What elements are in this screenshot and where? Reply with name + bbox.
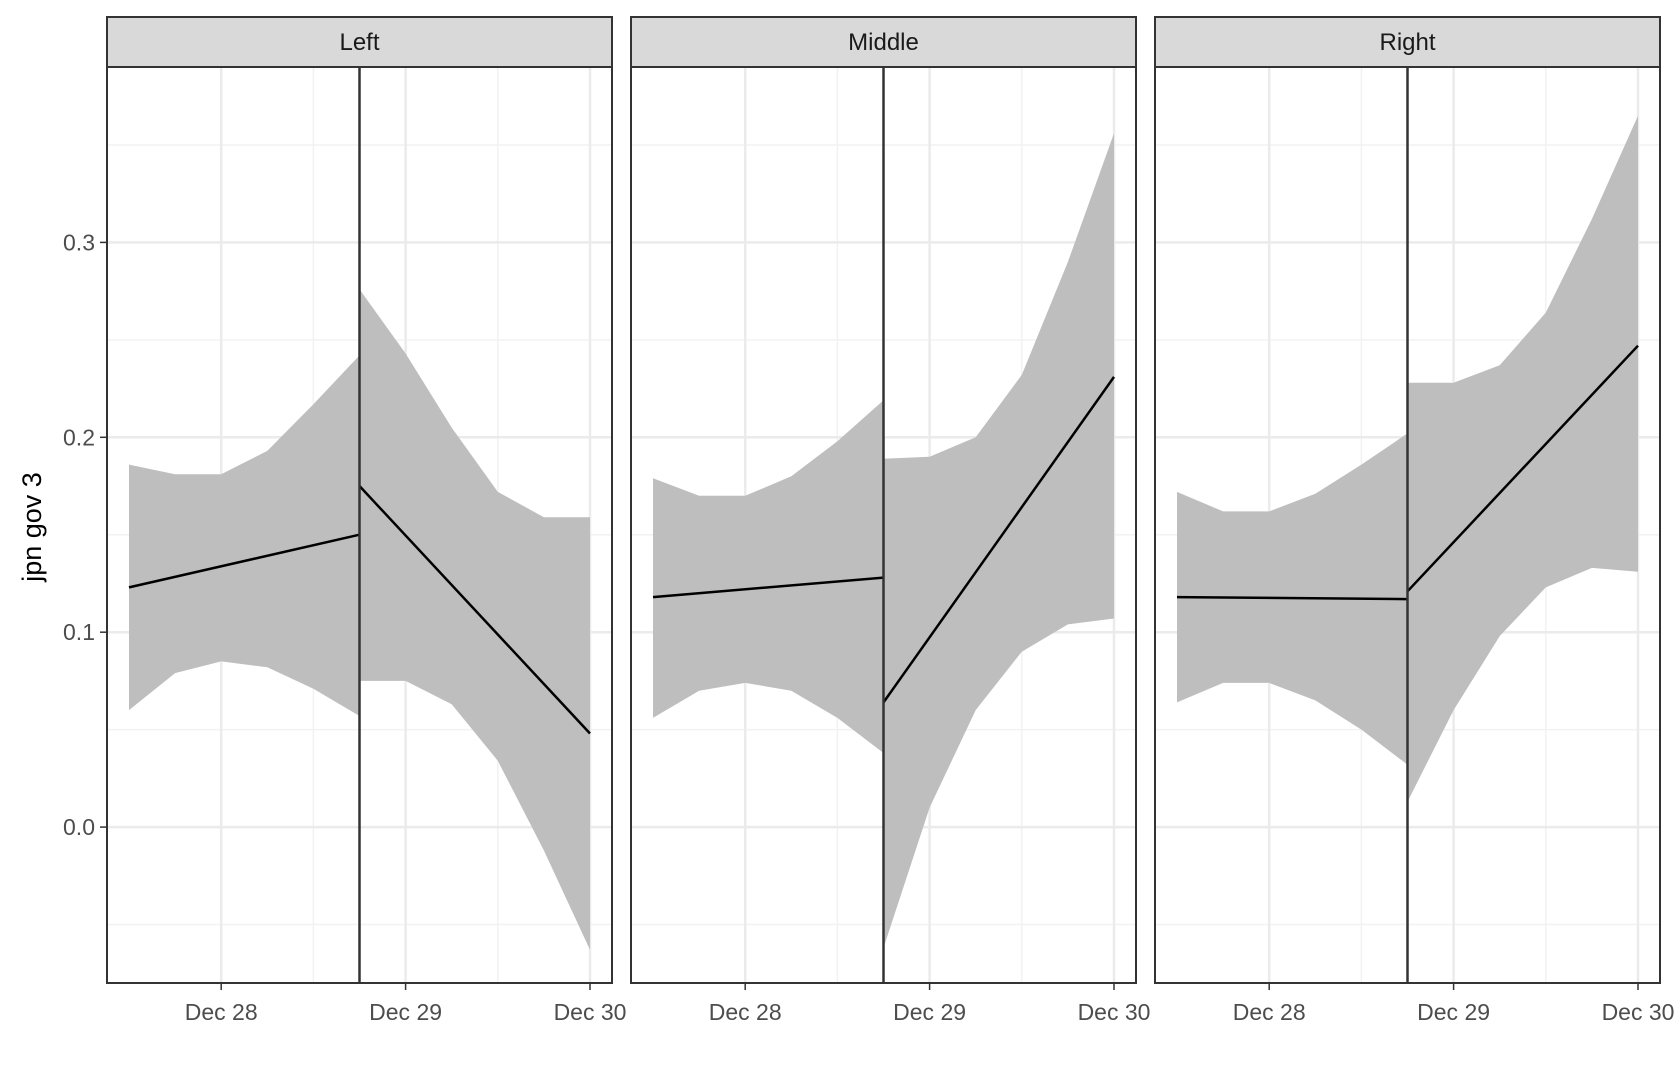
facet-strip-label: Left [339,29,379,56]
confidence-band-segment-1 [653,400,884,753]
facet-panel-left: Left Dec 28 Dec 29 Dec 30 [106,16,627,1025]
facet-strip-label: Middle [848,29,919,56]
fit-line-segment-1 [128,533,360,589]
x-tick-label: Dec 28 [185,999,258,1025]
y-tick-label: 0.0 [63,814,95,840]
confidence-band-segment-2 [359,289,590,950]
y-axis-title-group: jpn gov 3 [17,472,47,583]
x-tick-label: Dec 28 [709,999,782,1025]
confidence-band-segment-1 [129,355,360,716]
x-tick-label: Dec 30 [1602,999,1675,1025]
x-tick-label: Dec 30 [1078,999,1151,1025]
fit-line-segment-2 [358,485,591,735]
fit-line-segment-1 [1176,595,1408,601]
y-axis-title: jpn gov 3 [17,472,47,583]
x-tick-label: Dec 29 [893,999,966,1025]
x-tick-label: Dec 29 [369,999,442,1025]
facet-strip [106,16,613,68]
facet-panel-right: Right Dec 28 Dec 29 Dec 30 [1154,16,1675,1025]
facet-strip-label: Right [1379,29,1435,56]
y-axis: 0.0 0.1 0.2 0.3 [63,229,107,840]
x-tick-label: Dec 28 [1233,999,1306,1025]
fit-line-segment-2 [1406,344,1639,593]
confidence-band-segment-2 [1407,115,1638,802]
fit-line-segment-2 [882,376,1116,704]
facet-panels: Left Dec 28 Dec 29 Dec 30 Middle Dec 28 Dec 29… [106,16,1675,1025]
y-tick-label: 0.2 [63,424,95,450]
facet-strip [1154,16,1661,68]
fit-line-segment-1 [652,576,884,599]
facet-strip [630,16,1137,68]
x-tick-label: Dec 30 [554,999,627,1025]
y-tick-label: 0.3 [63,229,95,255]
facet-panel-middle: Middle Dec 28 Dec 29 Dec 30 [630,16,1151,1025]
y-tick-label: 0.1 [63,619,95,645]
x-tick-label: Dec 29 [1417,999,1490,1025]
